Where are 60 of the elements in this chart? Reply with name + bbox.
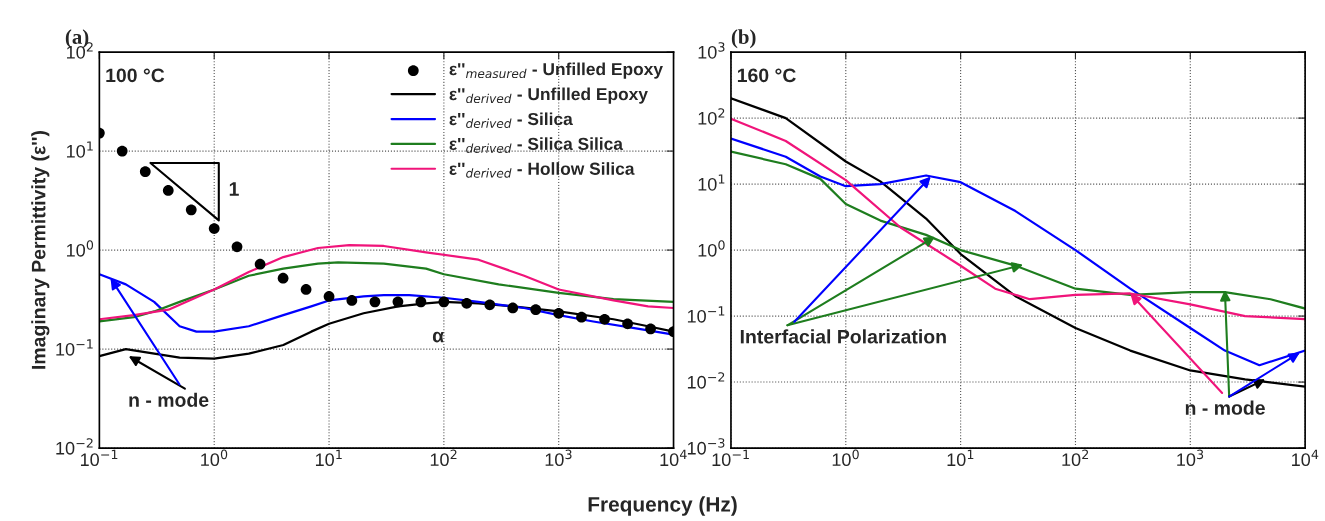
point — [323, 291, 335, 302]
annotation: 1 — [229, 182, 239, 196]
point — [645, 323, 656, 335]
annotation: n - mode — [1185, 400, 1265, 415]
point — [277, 272, 289, 284]
point — [484, 299, 496, 311]
x-tick-label: 10$^{−1}$ — [712, 449, 749, 467]
point — [576, 311, 587, 323]
annotation: n - mode — [129, 392, 209, 407]
x-tick-label: 10$^{1}$ — [315, 449, 342, 467]
point — [162, 185, 174, 196]
annotation: Interfacial Polarization — [740, 329, 946, 344]
x-tick-label: 10$^{1}$ — [947, 449, 974, 467]
x-tick-label: 10$^{4}$ — [1292, 449, 1319, 467]
x-tick-label: 10$^{2}$ — [430, 449, 457, 467]
annotation: 160 °C — [737, 68, 796, 83]
x-tick-label: 10$^{2}$ — [1062, 449, 1089, 467]
point — [438, 296, 450, 308]
annotation: α — [432, 331, 444, 343]
point — [415, 296, 427, 308]
x-tick-label: 10$^{3}$ — [1177, 449, 1204, 467]
point — [369, 296, 381, 308]
point — [346, 295, 358, 306]
point — [530, 304, 542, 316]
y-tick-label: 10$^{−1}$ — [687, 306, 725, 323]
point — [231, 241, 243, 253]
x-tick-label: 10$^{−1}$ — [80, 449, 118, 467]
x-tick-label: 10$^{0}$ — [832, 449, 859, 467]
y-tick-label: 10$^{0}$ — [698, 240, 725, 257]
legend-label: ε''$_{derived}$ - Hollow Silica — [449, 162, 635, 178]
y-tick-label: 10$^{1}$ — [698, 174, 725, 191]
legend-label: ε''$_{measured}$ - Unfilled Epoxy — [449, 62, 663, 79]
y-tick-label: 10$^{0}$ — [67, 240, 94, 257]
point — [599, 313, 610, 325]
y-tick-label: 10$^{−2}$ — [687, 372, 725, 389]
y-tick-label: 10$^{−1}$ — [56, 339, 93, 356]
x-tick-label: 10$^{0}$ — [201, 449, 228, 467]
x-tick-label: 10$^{4}$ — [660, 449, 687, 467]
legend-label: ε''$_{derived}$ - Unfilled Epoxy — [449, 87, 648, 104]
x-tick-label: 10$^{3}$ — [545, 449, 572, 467]
y-tick-label: 10$^{2}$ — [698, 108, 725, 125]
point — [254, 258, 266, 270]
point — [553, 307, 565, 319]
point — [622, 318, 633, 330]
point — [507, 302, 519, 314]
y-tick-label: 10$^{3}$ — [698, 42, 725, 59]
x-axis-title: Frequency (Hz) — [588, 496, 737, 516]
legend-label: ε''$_{derived}$ - Silica — [449, 112, 573, 129]
point — [139, 166, 151, 178]
y-axis-title: Imaginary Permittivity (ε'') — [31, 131, 50, 369]
point — [185, 204, 197, 216]
legend-label: ε''$_{derived}$ - Silica Silica — [449, 137, 624, 153]
point — [300, 284, 312, 295]
point — [116, 145, 128, 157]
point — [461, 297, 473, 309]
point — [392, 296, 404, 308]
annotation: 100 °C — [106, 68, 165, 83]
y-tick-label: 10$^{1}$ — [67, 141, 93, 158]
chart-title: (b) — [731, 29, 756, 49]
point — [208, 223, 220, 234]
